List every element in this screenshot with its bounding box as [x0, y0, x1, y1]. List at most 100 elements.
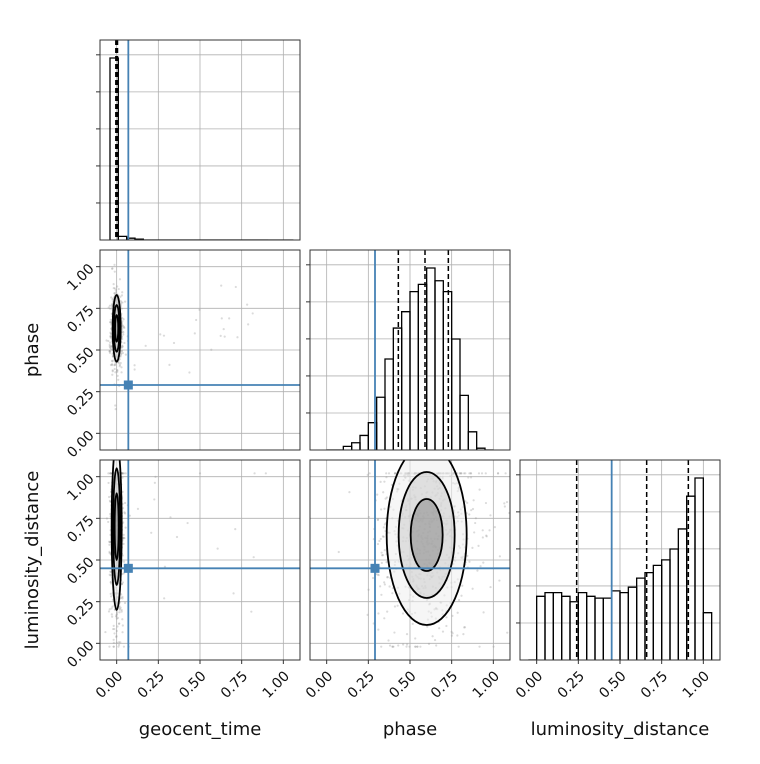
- scatter-luminosity-distance-vs-geocent-time-point: [120, 610, 123, 613]
- hist-luminosity-distance-bar-2: [544, 592, 554, 660]
- scatter-luminosity-distance-vs-geocent-time-point: [120, 583, 124, 586]
- scatter-luminosity-distance-vs-geocent-time-point: [232, 592, 235, 595]
- scatter-phase-vs-geocent-time-grid: [100, 250, 300, 450]
- scatter-luminosity-distance-vs-geocent-time-point: [121, 618, 124, 621]
- hist-phase-bar-10: [409, 291, 419, 450]
- scatter-phase-vs-geocent-time-point: [122, 331, 125, 334]
- scatter-phase-vs-geocent-time-point: [162, 334, 166, 337]
- scatter-phase-vs-geocent-time-point: [109, 321, 112, 324]
- hist-phase-bar-16: [459, 394, 469, 450]
- scatter-luminosity-distance-vs-phase-point: [394, 472, 397, 475]
- scatter-luminosity-distance-vs-geocent-time-point: [153, 498, 156, 501]
- hist-phase-bar-3: [351, 442, 361, 450]
- scatter-luminosity-distance-vs-phase-point: [478, 645, 481, 648]
- scatter-luminosity-distance-vs-geocent-time-point: [107, 472, 110, 475]
- xtick-label-phase-4: 1.00: [470, 668, 503, 701]
- hist-luminosity-distance-bar-7: [586, 595, 596, 660]
- scatter-luminosity-distance-vs-phase-point: [463, 626, 467, 629]
- scatter-luminosity-distance-vs-phase-point: [379, 537, 382, 541]
- scatter-luminosity-distance-vs-geocent-time-point: [150, 531, 153, 534]
- scatter-luminosity-distance-vs-phase-point: [380, 593, 383, 596]
- scatter-luminosity-distance-vs-phase-point: [533, 532, 535, 534]
- scatter-phase-vs-geocent-time-point: [122, 325, 126, 328]
- scatter-phase-vs-geocent-time-point: [110, 296, 113, 299]
- hist-phase-bar-2: [342, 445, 353, 450]
- scatter-luminosity-distance-vs-phase-point: [367, 515, 370, 519]
- scatter-luminosity-distance-vs-phase-point: [492, 645, 495, 648]
- scatter-luminosity-distance-vs-geocent-time-point: [108, 551, 111, 555]
- scatter-luminosity-distance-vs-phase-point: [468, 560, 471, 563]
- scatter-luminosity-distance-vs-geocent-time-point: [122, 572, 125, 575]
- scatter-luminosity-distance-vs-geocent-time-point: [116, 612, 119, 616]
- scatter-phase-vs-geocent-time-point: [117, 362, 121, 365]
- scatter-phase-vs-geocent-time-point: [159, 333, 162, 336]
- scatter-luminosity-distance-vs-phase-point: [387, 639, 390, 642]
- xtick-label-luminosity-distance-1: 0.25: [555, 668, 588, 701]
- scatter-luminosity-distance-vs-phase-point: [445, 624, 448, 628]
- scatter-luminosity-distance-vs-phase-point: [504, 472, 507, 475]
- scatter-luminosity-distance-vs-phase-point: [376, 542, 380, 546]
- scatter-luminosity-distance-vs-phase-point: [438, 627, 441, 630]
- scatter-luminosity-distance-vs-phase-point: [456, 634, 459, 637]
- scatter-phase-vs-geocent-time-point: [119, 295, 122, 298]
- scatter-luminosity-distance-vs-phase-contours: [310, 460, 510, 660]
- hist-luminosity-distance-bar-3: [552, 592, 563, 660]
- scatter-phase-vs-geocent-time-point: [112, 283, 115, 286]
- scatter-phase-vs-geocent-time-point: [222, 327, 225, 331]
- scatter-phase-vs-geocent-time-point: [193, 332, 196, 335]
- scatter-luminosity-distance-vs-geocent-time-point: [115, 614, 118, 618]
- scatter-luminosity-distance-vs-geocent-time-point: [136, 507, 140, 510]
- scatter-luminosity-distance-vs-phase-point: [393, 631, 396, 634]
- scatter-luminosity-distance-vs-phase-point: [382, 535, 385, 538]
- ytick-label-phase-0: 0.00: [64, 428, 97, 461]
- scatter-luminosity-distance-vs-phase-point: [383, 583, 386, 586]
- scatter-luminosity-distance-vs-phase-point: [397, 644, 400, 647]
- scatter-phase-vs-geocent-time-point: [228, 317, 231, 320]
- scatter-luminosity-distance-vs-geocent-time-truth-marker: [123, 563, 133, 573]
- scatter-luminosity-distance-vs-phase-point: [481, 536, 484, 539]
- scatter-luminosity-distance-vs-phase-point: [402, 643, 405, 646]
- scatter-luminosity-distance-vs-phase-point: [478, 488, 481, 491]
- scatter-phase-vs-geocent-time-point: [120, 371, 123, 374]
- scatter-luminosity-distance-vs-phase-point: [482, 561, 485, 564]
- hist-phase-bar-8: [392, 327, 403, 450]
- scatter-luminosity-distance-vs-geocent-time-point: [112, 641, 115, 645]
- scatter-phase-vs-geocent-time-point: [121, 326, 124, 329]
- scatter-phase-vs-geocent-time-point: [111, 363, 114, 367]
- xtick-label-geocent-time-1: 0.25: [135, 668, 168, 701]
- scatter-phase-vs-geocent-time-point: [246, 303, 249, 306]
- scatter-luminosity-distance-vs-phase-point: [488, 529, 491, 532]
- scatter-phase-vs-geocent-time-point: [113, 292, 116, 295]
- scatter-phase-vs-geocent-time-point: [121, 351, 124, 355]
- scatter-luminosity-distance-vs-phase-point: [469, 476, 473, 479]
- scatter-luminosity-distance-vs-phase-point: [463, 626, 466, 629]
- ytick-label-luminosity-distance-2: 0.50: [64, 554, 97, 587]
- scatter-luminosity-distance-vs-geocent-time-point: [109, 574, 112, 577]
- scatter-luminosity-distance-vs-geocent-time-point: [121, 572, 124, 576]
- scatter-luminosity-distance-vs-geocent-time-point: [123, 560, 126, 563]
- scatter-luminosity-distance-vs-phase-point: [489, 514, 492, 517]
- scatter-luminosity-distance-vs-geocent-time-point: [122, 645, 126, 648]
- scatter-luminosity-distance-vs-phase-point: [386, 576, 389, 579]
- scatter-luminosity-distance-vs-geocent-time-point: [118, 608, 121, 611]
- scatter-phase-vs-geocent-time-point: [109, 347, 112, 350]
- scatter-luminosity-distance-vs-phase-point: [382, 491, 385, 494]
- scatter-luminosity-distance-vs-phase-point: [393, 472, 397, 475]
- scatter-luminosity-distance-vs-phase-point: [460, 594, 463, 597]
- scatter-phase-vs-geocent-time-point: [108, 350, 111, 353]
- scatter-luminosity-distance-vs-geocent-time-point: [115, 615, 118, 618]
- scatter-luminosity-distance-vs-phase-point: [385, 496, 389, 499]
- ytick-label-phase-3: 0.75: [64, 303, 97, 336]
- hist-phase-bars: [326, 250, 494, 450]
- scatter-phase-vs-geocent-time-point: [114, 404, 117, 407]
- scatter-luminosity-distance-vs-geocent-time-point: [117, 643, 121, 647]
- scatter-luminosity-distance-vs-geocent-time-point: [120, 472, 124, 475]
- xtick-label-geocent-time-0: 0.00: [93, 668, 126, 701]
- xtick-label-luminosity-distance-2: 0.50: [596, 668, 629, 701]
- scatter-luminosity-distance-vs-phase-point: [411, 622, 414, 626]
- scatter-luminosity-distance-vs-phase-point: [433, 638, 437, 642]
- scatter-luminosity-distance-vs-phase-point: [383, 480, 386, 483]
- scatter-luminosity-distance-vs-phase-point: [427, 642, 431, 645]
- scatter-luminosity-distance-vs-phase-point: [387, 472, 391, 475]
- scatter-luminosity-distance-vs-geocent-time-point: [122, 521, 125, 524]
